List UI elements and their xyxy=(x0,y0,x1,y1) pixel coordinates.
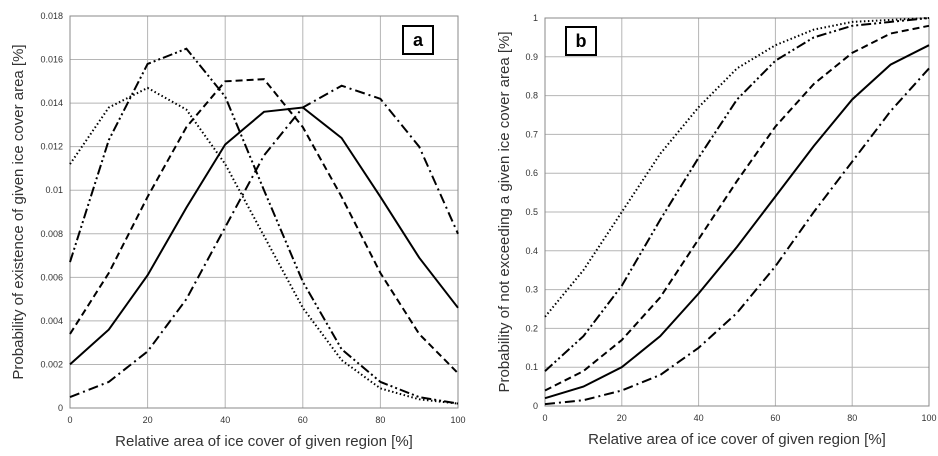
x-tick-label: 20 xyxy=(617,413,627,423)
y-tick-label: 0.4 xyxy=(525,246,538,256)
y-tick-label: 0.002 xyxy=(40,359,63,369)
plot-frame xyxy=(69,15,459,409)
x-tick-label: 60 xyxy=(770,413,780,423)
x-tick-label: 40 xyxy=(694,413,704,423)
y-tick-label: 0.2 xyxy=(525,323,538,333)
x-tick-label: 0 xyxy=(67,415,72,425)
series-line-solid xyxy=(69,106,459,366)
panel-a-chart: 0 20 40 60 80 100 0 0.002 0.004 0.006 0.008 0.01 0.0… xyxy=(10,11,466,450)
panel-label-box xyxy=(402,25,434,55)
y-tick-label: 0.018 xyxy=(40,11,63,21)
y-tick-label: 0.012 xyxy=(40,142,63,152)
y-tick-label: 0.6 xyxy=(525,168,538,178)
y-axis-label: Probability of existence of given ice co… xyxy=(10,44,27,379)
y-tick-label: 0 xyxy=(58,403,63,413)
x-tick-label: 60 xyxy=(298,415,308,425)
y-tick-label: 0.5 xyxy=(525,207,538,217)
y-tick-label: 0.9 xyxy=(525,52,538,62)
y-tick-label: 0 xyxy=(533,401,538,411)
y-tick-label: 0.7 xyxy=(525,129,538,139)
x-tick-label: 100 xyxy=(921,413,936,423)
x-tick-label: 100 xyxy=(450,415,465,425)
series-line-solid xyxy=(544,44,930,400)
x-tick-label: 20 xyxy=(143,415,153,425)
x-tick-label: 0 xyxy=(542,413,547,423)
y-tick-label: 0.01 xyxy=(45,185,63,195)
y-tick-label: 0.004 xyxy=(40,316,63,326)
series-line-dotted xyxy=(69,86,459,405)
x-axis-label: Relative area of ice cover of given regi… xyxy=(588,431,886,448)
x-tick-label: 80 xyxy=(375,415,385,425)
x-axis-label: Relative area of ice cover of given regi… xyxy=(115,433,413,450)
y-tick-label: 0.3 xyxy=(525,285,538,295)
series-line-dotted xyxy=(544,17,930,318)
y-axis-label: Probability of not exceeding a given ice… xyxy=(496,31,513,392)
series-line-dash-dot-dot xyxy=(69,47,459,405)
plot-frame xyxy=(544,17,930,407)
y-tick-label: 0.1 xyxy=(525,362,538,372)
y-tick-label: 0.8 xyxy=(525,91,538,101)
series-line-dash-dot xyxy=(544,67,930,406)
panel-label: b xyxy=(576,31,587,51)
y-tick-label: 0.016 xyxy=(40,55,63,65)
x-tick-label: 40 xyxy=(220,415,230,425)
panel-label-box xyxy=(565,26,597,56)
panel-label: a xyxy=(413,30,424,50)
y-tick-label: 0.008 xyxy=(40,229,63,239)
series-line-dash-dot-dot xyxy=(544,17,930,372)
x-tick-label: 80 xyxy=(847,413,857,423)
panel-b-chart: 0 20 40 60 80 100 0 0.1 0.2 0.3 0.4 0.5 0.6 0.7 0.8 0.9… xyxy=(496,13,937,448)
y-tick-label: 1 xyxy=(533,13,538,23)
y-tick-label: 0.006 xyxy=(40,272,63,282)
series-line-dashed xyxy=(544,24,930,392)
y-tick-label: 0.014 xyxy=(40,98,63,108)
series-line-dashed xyxy=(69,78,459,374)
series-line-dash-dot xyxy=(69,84,459,399)
